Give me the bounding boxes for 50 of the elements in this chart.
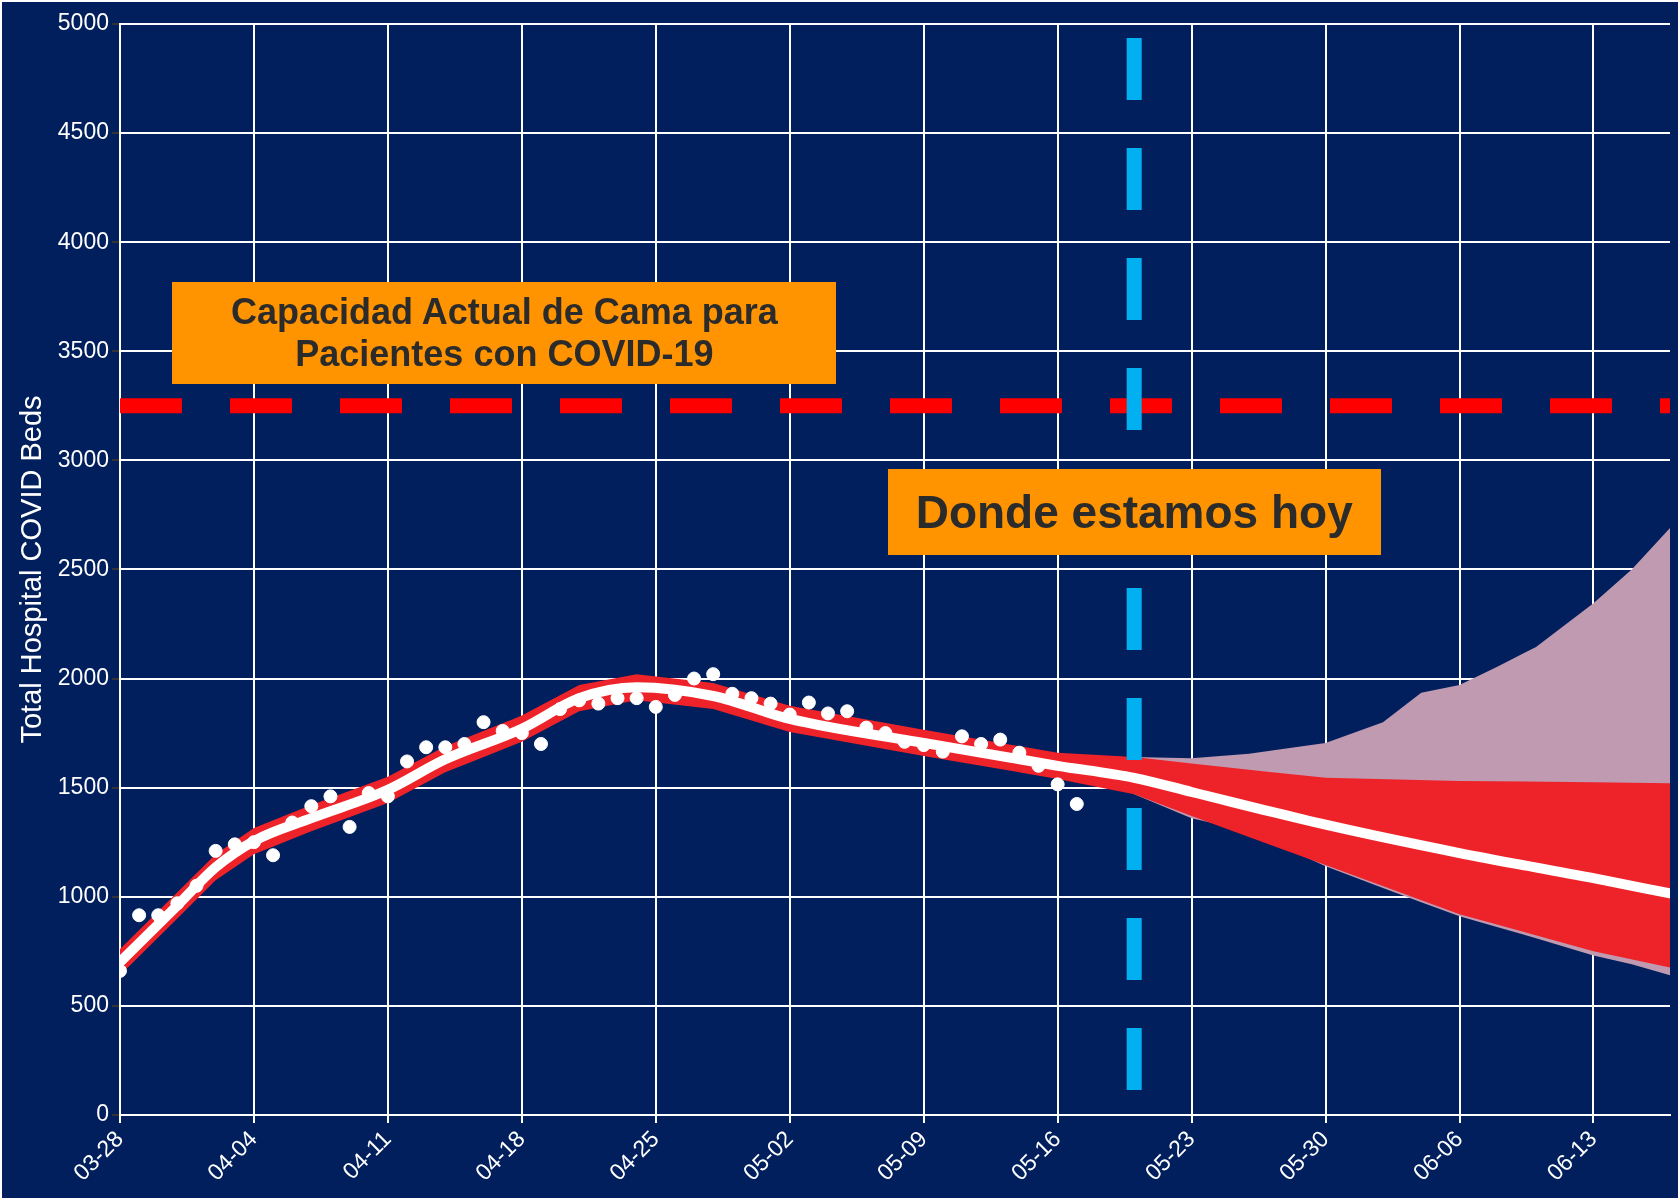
point bbox=[840, 704, 855, 719]
y-tick-label: 1000 bbox=[57, 882, 109, 909]
point bbox=[916, 738, 931, 753]
point bbox=[801, 695, 816, 710]
point bbox=[342, 819, 357, 834]
y-tick-label: 0 bbox=[96, 1100, 109, 1127]
point bbox=[151, 908, 166, 923]
y-tick-label: 2000 bbox=[57, 663, 109, 690]
y-tick-label: 4500 bbox=[57, 118, 109, 145]
point bbox=[993, 732, 1008, 747]
callout-box: Capacidad Actual de Cama para Pacientes con COVID-19 bbox=[172, 281, 837, 384]
point bbox=[189, 878, 204, 893]
point bbox=[591, 696, 606, 711]
point bbox=[438, 740, 453, 755]
point bbox=[419, 740, 434, 755]
point bbox=[687, 671, 702, 686]
point bbox=[208, 843, 223, 858]
point bbox=[227, 837, 242, 852]
y-tick-label: 500 bbox=[70, 991, 109, 1018]
point bbox=[132, 908, 147, 923]
point bbox=[323, 789, 338, 804]
point bbox=[897, 734, 912, 749]
point bbox=[304, 799, 319, 814]
y-tick-label: 4000 bbox=[57, 227, 109, 254]
point bbox=[170, 896, 185, 911]
y-tick-label: 3500 bbox=[57, 336, 109, 363]
point bbox=[476, 715, 491, 730]
point bbox=[744, 691, 759, 706]
point bbox=[706, 667, 721, 682]
point bbox=[400, 754, 415, 769]
point bbox=[246, 835, 261, 850]
point bbox=[648, 699, 663, 714]
point bbox=[572, 693, 587, 708]
point bbox=[821, 706, 836, 721]
point bbox=[1069, 796, 1084, 811]
point bbox=[954, 729, 969, 744]
point bbox=[629, 691, 644, 706]
point bbox=[553, 702, 568, 717]
y-tick-label: 3000 bbox=[57, 445, 109, 472]
point bbox=[974, 736, 989, 751]
y-axis-title: Total Hospital COVID Beds bbox=[15, 395, 48, 744]
callout-box: Donde estamos hoy bbox=[887, 468, 1381, 555]
y-tick-label: 2500 bbox=[57, 554, 109, 581]
point bbox=[266, 848, 281, 863]
y-tick-label: 5000 bbox=[57, 9, 109, 36]
point bbox=[763, 696, 778, 711]
point bbox=[1050, 777, 1065, 792]
y-tick-label: 1500 bbox=[57, 772, 109, 799]
point bbox=[533, 736, 548, 751]
point bbox=[610, 691, 625, 706]
